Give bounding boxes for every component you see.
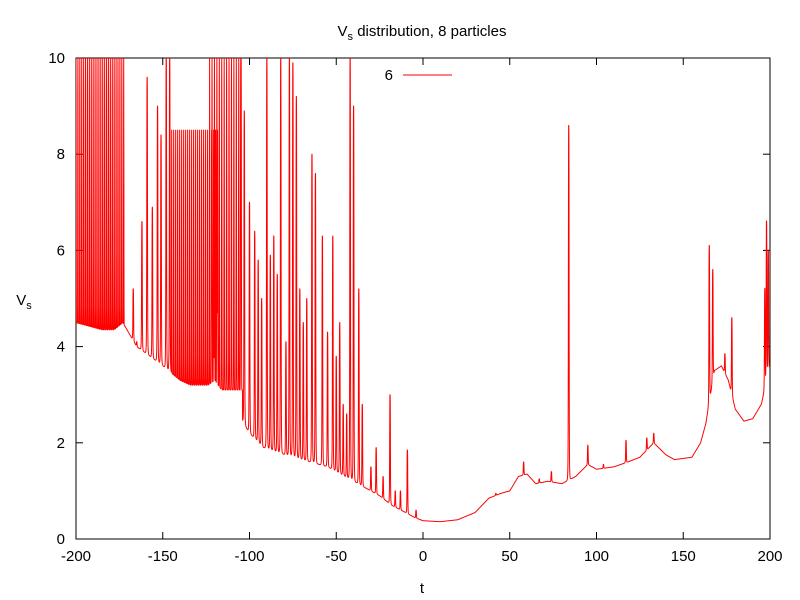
x-tick-label: 200 (757, 548, 782, 565)
axis-tick-labels: -200 -150 -100 -50 0 50 100 150 200 0 2 4 6 8 10 (48, 50, 782, 565)
y-tick-label: 10 (48, 50, 65, 67)
chart-title-rest: distribution, 8 particles (353, 23, 506, 40)
series-layer (76, 58, 770, 523)
x-tick-label: -50 (325, 548, 347, 565)
y-axis-label-main: V (16, 292, 26, 309)
x-tick-label: 100 (584, 548, 609, 565)
chart-title-main: V (338, 23, 348, 40)
chart-title: Vs distribution, 8 particles (338, 23, 507, 43)
x-tick-label: 0 (419, 548, 427, 565)
y-axis-label-subscript: s (26, 300, 32, 312)
x-tick-label: -200 (61, 548, 91, 565)
x-tick-label: 50 (501, 548, 518, 565)
y-tick-label: 2 (57, 435, 65, 452)
y-tick-label: 0 (57, 531, 65, 548)
x-tick-label: -150 (148, 548, 178, 565)
y-tick-label: 4 (57, 339, 65, 356)
y-tick-label: 6 (57, 242, 65, 259)
chart-title-subscript: s (348, 31, 354, 43)
axis-ticks (75, 57, 771, 540)
y-axis-label: Vs (16, 292, 32, 312)
x-tick-label: 150 (671, 548, 696, 565)
y-tick-label: 8 (57, 146, 65, 163)
series-line-0 (76, 58, 770, 523)
legend: 6 (385, 67, 452, 84)
x-tick-label: -100 (234, 548, 264, 565)
x-axis-label: t (420, 580, 425, 597)
legend-label: 6 (385, 67, 393, 84)
